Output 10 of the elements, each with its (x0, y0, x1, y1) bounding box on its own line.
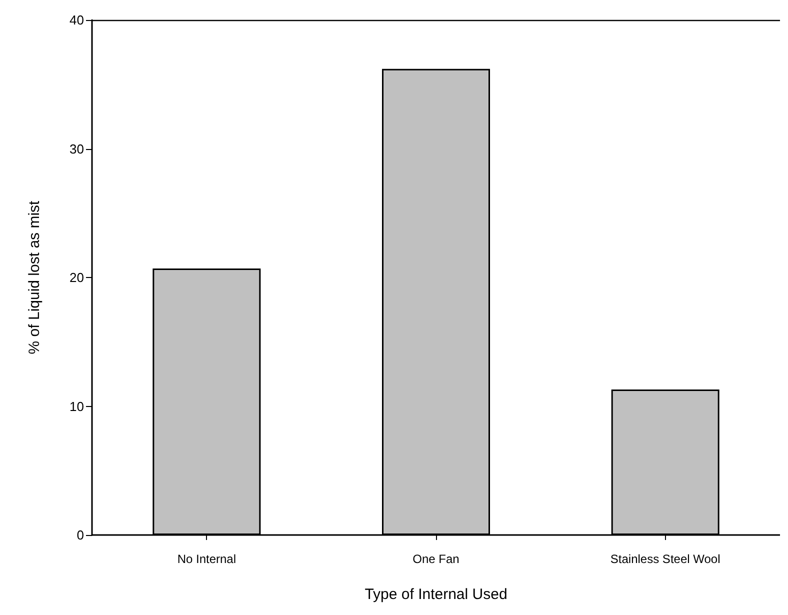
y-tick-label: 10 (70, 398, 84, 414)
x-tick-label: Stainless Steel Wool (610, 552, 720, 566)
x-axis-title: Type of Internal Used (364, 586, 508, 603)
y-axis-title: % of Liquid lost as mist (26, 200, 43, 354)
y-tick-label: 20 (70, 270, 84, 285)
y-tick-label: 30 (70, 141, 84, 156)
x-tick-label: No Internal (177, 552, 236, 566)
y-tick-label: 40 (70, 12, 84, 28)
y-tick-label: 0 (76, 528, 84, 542)
x-tick-label: One Fan (412, 552, 460, 566)
